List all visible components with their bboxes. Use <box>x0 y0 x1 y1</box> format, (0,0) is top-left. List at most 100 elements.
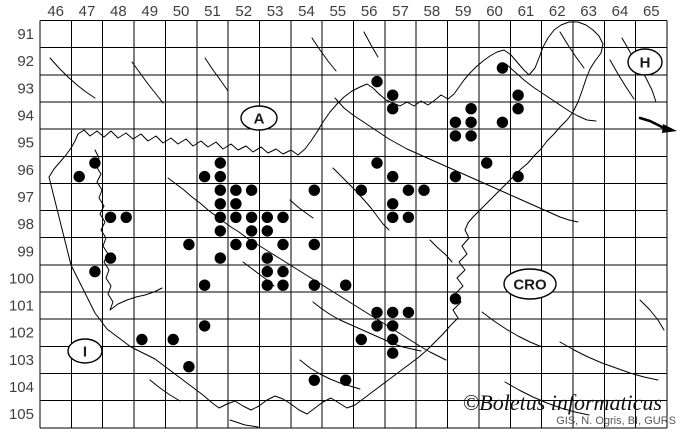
occurrence-dot <box>387 103 399 115</box>
occurrence-dot <box>308 279 320 291</box>
occurrence-dot <box>402 306 415 319</box>
occurrence-dot <box>496 116 509 128</box>
grid-row-label: 98 <box>17 216 34 233</box>
grid-col-label: 53 <box>267 3 284 20</box>
occurrence-dot <box>371 320 383 332</box>
grid-row-label: 103 <box>9 352 34 369</box>
country-ellipse <box>240 105 278 131</box>
country-ellipse <box>67 338 103 364</box>
occurrence-dot <box>355 184 367 196</box>
occurrence-dot <box>183 361 195 373</box>
country-label-croatia: CRO <box>503 268 557 300</box>
occurrence-dot <box>198 279 211 291</box>
grid-col-label: 58 <box>424 3 441 20</box>
occurrence-dot <box>449 116 462 128</box>
occurrence-dot <box>496 62 509 74</box>
occurrence-dot <box>277 265 289 278</box>
grid-col-label: 65 <box>643 3 660 20</box>
grid-row-label: 95 <box>17 135 34 152</box>
occurrence-dot <box>340 279 352 291</box>
occurrence-dot <box>214 170 226 183</box>
occurrence-dot <box>512 89 524 101</box>
country-label-italy: I <box>67 338 103 364</box>
grid-row-label: 92 <box>17 53 34 70</box>
occurrence-dot <box>214 252 226 264</box>
country-labels: A H CRO I <box>67 48 663 364</box>
grid-col-label: 49 <box>141 3 158 20</box>
country-name: I <box>83 344 87 361</box>
occurrence-dot <box>230 211 242 223</box>
occurrence-dot <box>245 184 258 196</box>
occurrence-dot <box>449 170 462 183</box>
occurrence-dot <box>73 170 85 183</box>
occurrence-dot <box>104 211 117 223</box>
occurrence-dot <box>104 252 117 264</box>
occurrence-dot <box>245 211 258 223</box>
occurrence-dot <box>465 103 477 115</box>
occurrence-dot <box>261 279 273 291</box>
occurrence-dot <box>387 198 399 210</box>
occurrence-dot <box>245 225 258 237</box>
occurrence-dot <box>512 170 524 183</box>
occurrence-dot <box>214 157 226 169</box>
occurrence-dot <box>340 374 352 386</box>
occurrence-dot <box>261 265 273 278</box>
map-border-and-rivers <box>48 21 677 428</box>
occurrence-dot <box>198 170 211 183</box>
occurrence-dot <box>308 238 320 251</box>
country-label-austria: A <box>240 105 278 131</box>
occurrence-dot <box>387 320 399 332</box>
occurrence-dot <box>277 279 289 291</box>
occurrence-dot <box>402 184 415 196</box>
occurrence-dot <box>120 211 132 223</box>
grid-col-label: 55 <box>329 3 346 20</box>
occurrence-dots <box>73 62 524 386</box>
occurrence-dot <box>214 198 226 210</box>
occurrence-dot <box>449 130 462 142</box>
occurrence-dot <box>89 265 101 278</box>
grid-row-label: 96 <box>17 162 34 179</box>
grid-row-label: 102 <box>9 325 34 342</box>
grid-col-label: 47 <box>79 3 96 20</box>
grid-col-label: 54 <box>298 3 315 20</box>
country-ellipse <box>627 48 663 76</box>
grid-row-label: 104 <box>9 379 34 396</box>
grid-col-label: 46 <box>47 3 64 20</box>
occurrence-dot <box>230 184 242 196</box>
occurrence-dot <box>308 184 320 196</box>
occurrence-dot <box>89 157 101 169</box>
river-mura-mouth <box>638 116 668 131</box>
occurrence-dot <box>481 157 493 169</box>
river-arrow <box>662 124 677 133</box>
occurrence-dot <box>371 75 383 88</box>
occurrence-dot <box>355 333 367 346</box>
occurrence-dot <box>371 157 383 169</box>
occurrence-dot <box>230 198 242 210</box>
occurrence-dot <box>387 89 399 101</box>
occurrence-dot <box>308 374 320 386</box>
grid-col-label: 50 <box>173 3 190 20</box>
occurrence-dot <box>198 320 211 332</box>
grid-row-label: 97 <box>17 189 34 206</box>
grid-col-label: 63 <box>580 3 597 20</box>
occurrence-dot <box>277 238 289 251</box>
occurrence-dot <box>136 333 148 346</box>
occurrence-dot <box>214 225 226 237</box>
country-border <box>48 21 604 415</box>
grid-row-label: 94 <box>17 108 34 125</box>
occurrence-dot <box>261 252 273 264</box>
grid-row-label: 99 <box>17 243 34 260</box>
country-name: A <box>254 111 265 128</box>
country-label-hungary: H <box>627 48 663 76</box>
grid-col-label: 56 <box>361 3 378 20</box>
grid-col-label: 52 <box>235 3 252 20</box>
occurrence-dot <box>465 130 477 142</box>
river-lines <box>49 31 665 428</box>
occurrence-dot <box>449 293 462 305</box>
occurrence-dot <box>277 211 289 223</box>
occurrence-dot <box>245 238 258 251</box>
occurrence-dot <box>387 170 399 183</box>
occurrence-dot <box>512 103 524 115</box>
